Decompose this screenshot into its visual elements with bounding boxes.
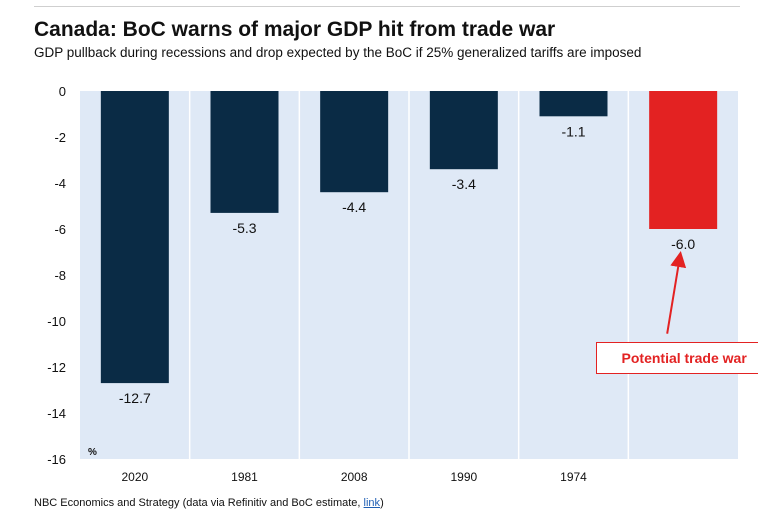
bar-2008	[320, 91, 389, 193]
data-label: -5.3	[232, 220, 256, 236]
source-close: )	[380, 497, 384, 509]
y-tick-label: 0	[59, 84, 66, 99]
source-link[interactable]: link	[363, 497, 381, 509]
y-unit-label: %	[88, 447, 97, 458]
source-text: NBC Economics and Strategy (data via Ref…	[34, 497, 361, 509]
y-tick-label: -8	[54, 268, 66, 283]
y-tick-label: -14	[47, 406, 66, 421]
annotation-arrow	[666, 251, 687, 334]
x-category-label: 1981	[231, 470, 258, 484]
x-category-label: 2020	[121, 470, 148, 484]
potential-trade-war-annotation: Potential trade war	[596, 341, 758, 374]
bar-1990	[429, 91, 498, 170]
data-label: -4.4	[342, 199, 366, 215]
data-label: -1.1	[561, 123, 585, 139]
x-category-label: 2008	[341, 470, 368, 484]
x-category-label: 1990	[450, 470, 477, 484]
y-tick-label: -12	[47, 360, 66, 375]
y-tick-label: -16	[47, 452, 66, 467]
data-label: -12.7	[119, 390, 151, 406]
top-rule	[34, 6, 740, 7]
chart-subtitle: GDP pullback during recessions and drop …	[34, 45, 642, 60]
data-label: -3.4	[452, 176, 476, 192]
x-category-label: 1974	[560, 470, 587, 484]
y-tick-label: -4	[54, 176, 66, 191]
y-tick-label: -6	[54, 222, 66, 237]
data-label: -6.0	[671, 236, 695, 252]
chart-title: Canada: BoC warns of major GDP hit from …	[34, 18, 556, 41]
y-tick-label: -2	[54, 130, 66, 145]
source-footer: NBC Economics and Strategy (data via Ref…	[34, 497, 384, 509]
bar-2020	[100, 91, 169, 384]
bar-trade-war	[649, 91, 718, 229]
y-tick-label: -10	[47, 314, 66, 329]
bar-1981	[210, 91, 279, 213]
bar-1974	[539, 91, 608, 117]
